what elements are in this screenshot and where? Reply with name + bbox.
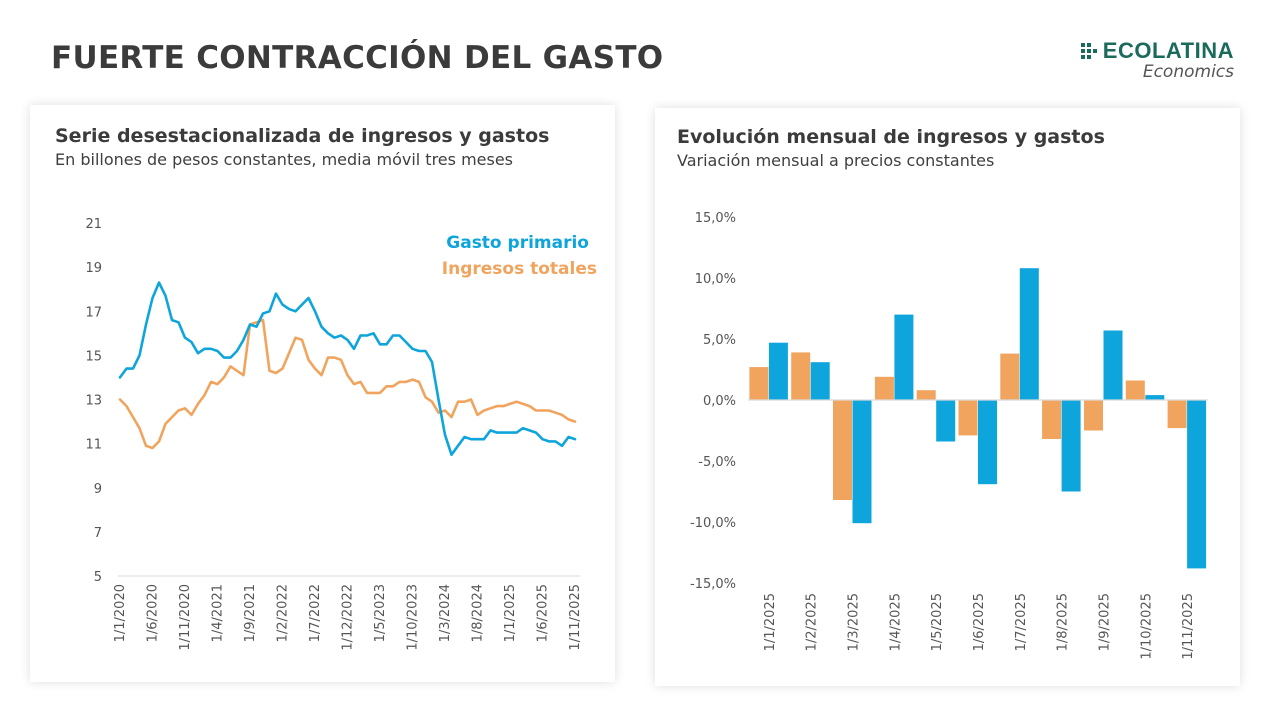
bar-ingresos (1042, 400, 1062, 439)
y-tick-label: 15 (85, 349, 102, 364)
x-tick-label: 1/6/2025 (972, 593, 987, 651)
bar-ingresos (791, 352, 811, 400)
y-tick-label: 11 (85, 438, 102, 453)
x-tick-label: 1/10/2023 (406, 584, 421, 651)
x-tick-label: 1/11/2020 (178, 584, 193, 651)
y-tick-label: 17 (85, 305, 102, 320)
x-tick-label: 1/9/2021 (243, 584, 258, 642)
bar-ingresos (1000, 353, 1020, 400)
bar-ingresos (958, 400, 978, 436)
x-tick-label: 1/4/2021 (211, 584, 226, 642)
bar-ingresos (1084, 400, 1103, 431)
x-tick-label: 1/10/2025 (1139, 593, 1154, 660)
legend-ingresos-totales: Ingresos totales (442, 259, 597, 279)
bar-ingresos (833, 400, 852, 500)
bar-gasto (1061, 400, 1081, 492)
line-chart: 5 7 9 11 13 15 17 19 21 1/1/2020 1/6/2020 1/11/2020… (85, 217, 597, 651)
bar-gasto (1103, 330, 1123, 400)
y-tick-label: 19 (85, 261, 102, 276)
x-tick-label: 1/7/2025 (1014, 593, 1029, 651)
y-tick-label: 9 (94, 482, 102, 497)
logo-subtitle: Economics (1142, 62, 1234, 82)
bar-gasto (1019, 268, 1039, 400)
bar-ingresos (1167, 400, 1187, 429)
y-tick-label: -5,0% (698, 455, 736, 470)
y-tick-label: -15,0% (690, 577, 736, 592)
bar-gasto (852, 400, 872, 524)
y-tick-label: 5 (94, 570, 102, 585)
logo-grid-icon (1080, 43, 1097, 59)
bar-ingresos (1125, 380, 1145, 400)
bar-ingresos (874, 376, 894, 400)
y-tick-label: 7 (94, 526, 102, 541)
x-tick-label: 1/5/2025 (930, 593, 945, 651)
bar-gasto (978, 400, 997, 485)
x-tick-label: 1/5/2023 (373, 584, 388, 642)
bar-gasto (768, 342, 788, 400)
bar-gasto (936, 400, 956, 442)
gasto-primario-line (118, 281, 577, 457)
x-tick-label: 1/9/2025 (1097, 593, 1112, 651)
x-tick-label: 1/3/2025 (847, 593, 862, 651)
ingresos-totales-line (118, 318, 577, 450)
line-chart-subtitle: En billones de pesos constantes, media m… (55, 150, 514, 169)
bar-chart: 15,0% 10,0% 5,0% 0,0% -5,0% -10,0% -15,0% 1/1/2… (690, 211, 1208, 660)
bar-gasto (1187, 400, 1207, 569)
x-tick-label: 1/1/2025 (503, 584, 518, 642)
x-tick-label: 1/8/2024 (471, 584, 486, 642)
x-tick-label: 1/2/2025 (805, 593, 820, 651)
bar-chart-title: Evolución mensual de ingresos y gastos (677, 126, 1105, 148)
y-tick-label: -10,0% (690, 516, 736, 531)
x-tick-label: 1/3/2024 (438, 584, 453, 642)
y-tick-label: 13 (85, 394, 102, 409)
bar-gasto (1145, 395, 1165, 400)
ecolatina-logo: ECOLATINA Economics (1080, 38, 1234, 82)
logo-wordmark: ECOLATINA (1102, 38, 1234, 63)
legend-gasto-primario: Gasto primario (446, 233, 589, 253)
y-tick-label: 5,0% (703, 333, 736, 348)
bar-ingresos (749, 367, 769, 400)
x-tick-label: 1/7/2022 (308, 584, 323, 642)
x-tick-label: 1/6/2020 (146, 584, 161, 642)
page-title: FUERTE CONTRACCIÓN DEL GASTO (51, 40, 664, 76)
x-tick-label: 1/1/2020 (113, 584, 128, 642)
x-tick-label: 1/12/2022 (341, 584, 356, 651)
x-tick-label: 1/8/2025 (1056, 593, 1071, 651)
y-tick-label: 0,0% (703, 394, 736, 409)
x-tick-label: 1/4/2025 (888, 593, 903, 651)
y-tick-label: 10,0% (695, 272, 736, 287)
bar-gasto (810, 362, 830, 400)
line-chart-card: Serie desestacionalizada de ingresos y g… (30, 105, 615, 682)
bar-chart-card: Evolución mensual de ingresos y gastos V… (655, 108, 1240, 686)
x-tick-label: 1/11/2025 (568, 584, 583, 651)
x-tick-label: 1/6/2025 (536, 584, 551, 642)
x-tick-label: 1/2/2022 (276, 584, 291, 642)
bar-ingresos (916, 390, 936, 400)
x-tick-label: 1/11/2025 (1181, 593, 1196, 660)
x-tick-label: 1/1/2025 (763, 593, 778, 651)
bar-gasto (894, 314, 914, 400)
line-chart-title: Serie desestacionalizada de ingresos y g… (55, 125, 550, 147)
y-tick-label: 21 (85, 217, 102, 232)
y-tick-label: 15,0% (695, 211, 736, 226)
bar-chart-subtitle: Variación mensual a precios constantes (677, 151, 995, 170)
